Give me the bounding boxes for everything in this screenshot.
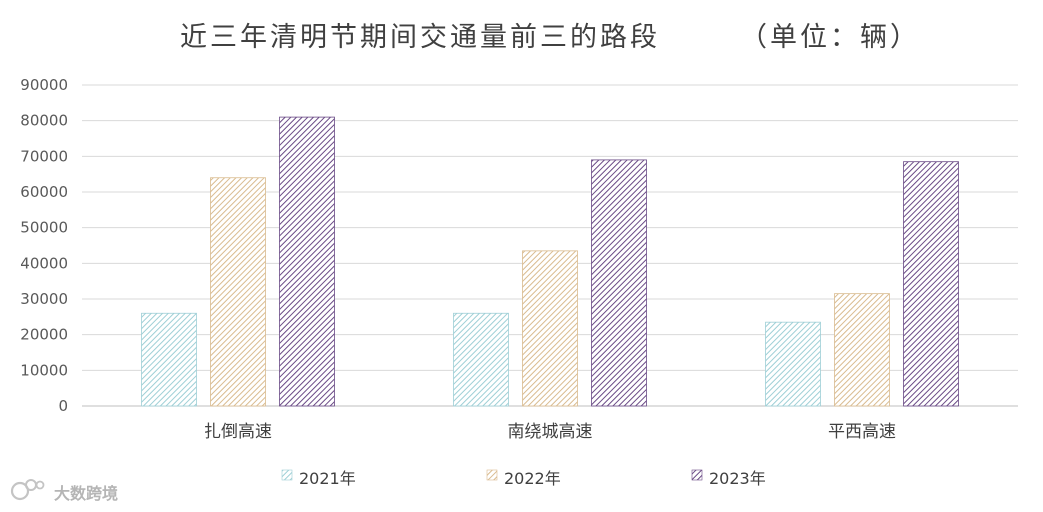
- chart-title: 近三年清明节期间交通量前三的路段: [180, 22, 660, 53]
- y-tick-label: 20000: [20, 326, 68, 344]
- bar-2022年-平西高速: [834, 293, 890, 407]
- x-axis-ticks: 扎倒高速 南绕城高速 平西高速: [204, 422, 896, 442]
- bar-2021年-平西高速: [765, 321, 821, 407]
- chart-title-group: 近三年清明节期间交通量前三的路段 （单位：辆）: [180, 22, 920, 53]
- legend-swatch: [691, 469, 703, 481]
- legend-label: 2021年: [299, 469, 356, 488]
- bar-2022年-扎倒高速: [210, 177, 266, 407]
- y-tick-label: 0: [58, 397, 68, 415]
- legend-label: 2023年: [709, 469, 766, 488]
- bar-2021年-南绕城高速: [453, 312, 509, 407]
- watermark-text: 大数跨境: [54, 484, 118, 503]
- logo-mark-icon: [10, 479, 45, 501]
- y-tick-label: 70000: [20, 147, 68, 165]
- legend-swatch: [281, 469, 293, 481]
- legend-label: 2022年: [504, 469, 561, 488]
- bar-2023年-平西高速: [903, 161, 959, 407]
- y-tick-label: 50000: [20, 219, 68, 237]
- bars: [141, 116, 959, 407]
- watermark: 大数跨境: [10, 479, 118, 503]
- y-tick-label: 80000: [20, 112, 68, 130]
- bar-2023年-南绕城高速: [591, 159, 647, 407]
- y-tick-label: 40000: [20, 254, 68, 272]
- bar-2022年-南绕城高速: [522, 250, 578, 407]
- y-tick-label: 90000: [20, 76, 68, 94]
- y-tick-label: 30000: [20, 290, 68, 308]
- chart-unit-note: （单位：辆）: [740, 22, 920, 53]
- legend: 2021年 2022年 2023年: [281, 469, 766, 488]
- x-tick-label: 平西高速: [828, 422, 896, 442]
- legend-swatch: [486, 469, 498, 481]
- y-tick-label: 10000: [20, 361, 68, 379]
- x-tick-label: 扎倒高速: [204, 422, 272, 442]
- y-tick-label: 60000: [20, 183, 68, 201]
- x-tick-label: 南绕城高速: [508, 422, 593, 442]
- y-axis-ticks: 0 10000 20000 30000 40000 50000 60000 70000 8000…: [20, 76, 68, 415]
- bar-2023年-扎倒高速: [279, 116, 335, 407]
- bar-2021年-扎倒高速: [141, 312, 197, 407]
